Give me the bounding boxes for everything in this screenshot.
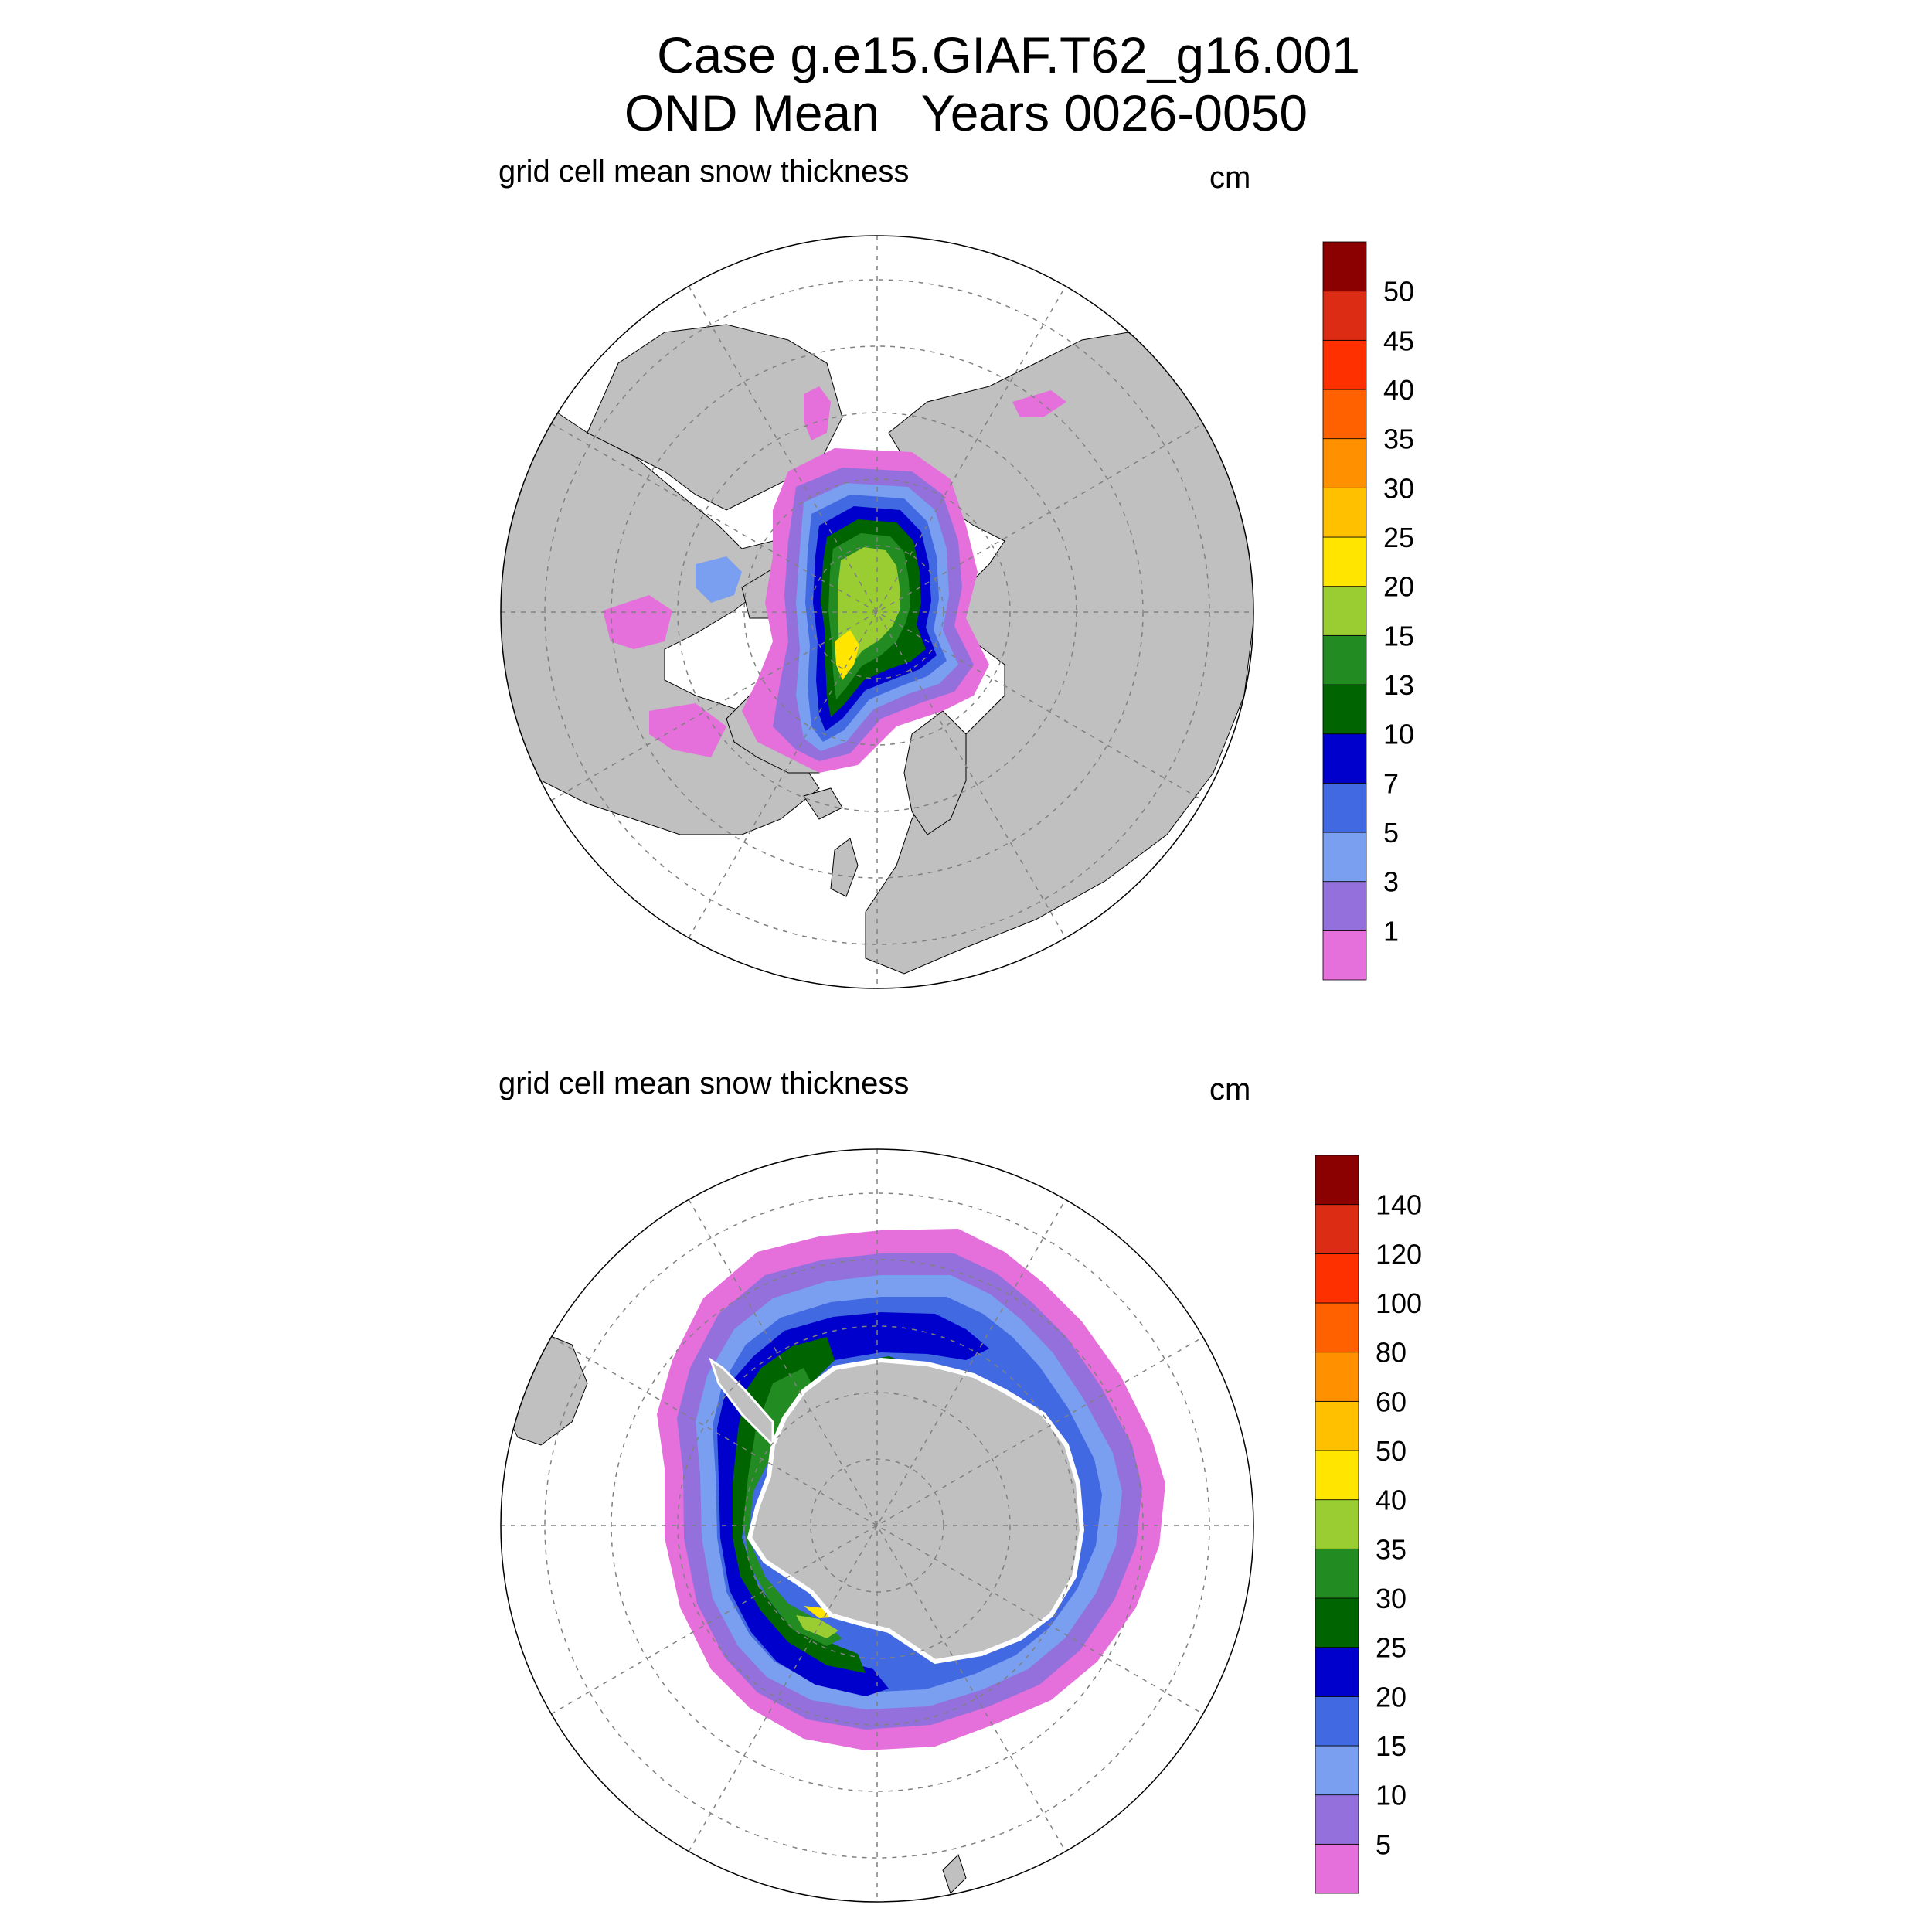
north-colorbar-tick-label: 35	[1383, 423, 1414, 455]
north-colorbar-tick-label: 25	[1383, 522, 1414, 553]
antarctica-land	[747, 1357, 1085, 1665]
south-graticule	[501, 1149, 1253, 1902]
north-colorbar-box	[1322, 339, 1367, 390]
panel-south-units: cm	[1209, 1073, 1251, 1107]
panel-north-units: cm	[1209, 161, 1251, 195]
north-colorbar-tick-label: 50	[1383, 276, 1414, 308]
south-colorbar-tick-label: 120	[1376, 1238, 1422, 1270]
north-colorbar-box	[1322, 684, 1367, 735]
north-colorbar-tick-label: 10	[1383, 719, 1414, 750]
panel-north-label: grid cell mean snow thickness	[498, 155, 910, 189]
south-colorbar-box	[1315, 1352, 1359, 1402]
south-colorbar-tick-label: 5	[1376, 1828, 1391, 1860]
south-colorbar-tick-label: 50	[1376, 1435, 1406, 1467]
north-colorbar-tick-label: 1	[1383, 915, 1399, 947]
south-colorbar-box	[1315, 1597, 1359, 1648]
south-colorbar-box	[1315, 1647, 1359, 1697]
north-colorbar-box	[1322, 291, 1367, 341]
okhotsk-snow	[1012, 390, 1066, 417]
north-graticule	[501, 236, 1253, 988]
north-colorbar-box	[1322, 438, 1367, 488]
south-colorbar-box	[1315, 1696, 1359, 1747]
north-colorbar-tick-label: 20	[1383, 571, 1414, 603]
iceland-land	[803, 787, 843, 820]
south-colorbar-tick-label: 140	[1376, 1189, 1422, 1221]
uk-land	[830, 838, 859, 897]
north-colorbar-tick-label: 5	[1383, 817, 1399, 849]
south-colorbar-tick-label: 100	[1376, 1287, 1422, 1319]
north-colorbar-tick-label: 15	[1383, 620, 1414, 651]
tasmania-land	[942, 1854, 967, 1894]
south-colorbar-box	[1315, 1253, 1359, 1304]
south-colorbar-tick-label: 40	[1376, 1485, 1406, 1516]
baffin-snow	[696, 556, 742, 603]
north-colorbar-tick-label: 3	[1383, 866, 1399, 898]
south-colorbar-tick-label: 60	[1376, 1386, 1406, 1417]
south-colorbar-box	[1315, 1843, 1359, 1894]
south-colorbar: 5 10 15 20 25 30 35 40 50 60 80 100 120 140	[1315, 1155, 1422, 1894]
north-colorbar-tick-label: 40	[1383, 374, 1414, 406]
north-colorbar-box	[1322, 586, 1367, 636]
north-map-border	[500, 235, 1254, 989]
north-colorbar-tick-label: 13	[1383, 669, 1414, 701]
south-colorbar-box	[1315, 1450, 1359, 1501]
north-colorbar-box	[1322, 634, 1367, 685]
north-colorbar-box	[1322, 536, 1367, 587]
north-colorbar-box	[1322, 832, 1367, 883]
north-colorbar-box	[1322, 881, 1367, 931]
north-polar-map	[500, 235, 1254, 989]
south-colorbar-tick-label: 80	[1376, 1337, 1406, 1369]
south-colorbar-tick-label: 20	[1376, 1681, 1406, 1713]
north-colorbar-tick-label: 30	[1383, 472, 1414, 504]
scandinavia-land	[903, 710, 967, 835]
south-map-border	[500, 1148, 1254, 1903]
south-colorbar-box	[1315, 1499, 1359, 1549]
south-colorbar-tick-label: 25	[1376, 1632, 1406, 1664]
north-colorbar-box	[1322, 782, 1367, 833]
south-colorbar-box	[1315, 1400, 1359, 1451]
north-colorbar-tick-label: 7	[1383, 767, 1399, 799]
south-colorbar-tick-label: 30	[1376, 1583, 1406, 1614]
south-polar-map	[500, 1148, 1254, 1903]
hudson-bay-snow	[603, 595, 672, 649]
figure-title-period: OND Mean Years 0026-0050	[624, 84, 1308, 141]
north-colorbar-box	[1322, 733, 1367, 784]
south-colorbar-box	[1315, 1745, 1359, 1796]
south-colorbar-box	[1315, 1302, 1359, 1353]
panel-south-label: grid cell mean snow thickness	[498, 1066, 910, 1100]
north-colorbar-box	[1322, 487, 1367, 538]
figure-title-case: Case g.e15.GIAF.T62_g16.001	[657, 26, 1360, 83]
south-colorbar-tick-label: 35	[1376, 1533, 1406, 1565]
south-colorbar-tick-label: 10	[1376, 1780, 1406, 1811]
south-snow-35-40	[796, 1615, 838, 1638]
north-colorbar-tick-label: 45	[1383, 325, 1414, 356]
bering-snow	[804, 386, 831, 440]
antarctic-peninsula-land	[709, 1357, 774, 1448]
north-colorbar-box	[1322, 389, 1367, 440]
south-colorbar-box	[1315, 1204, 1359, 1254]
south-colorbar-tick-label: 15	[1376, 1730, 1406, 1762]
north-colorbar-box	[1322, 241, 1367, 292]
south-colorbar-box	[1315, 1548, 1359, 1599]
south-colorbar-box	[1315, 1155, 1359, 1206]
south-colorbar-box	[1315, 1794, 1359, 1845]
north-colorbar-box	[1322, 930, 1367, 981]
